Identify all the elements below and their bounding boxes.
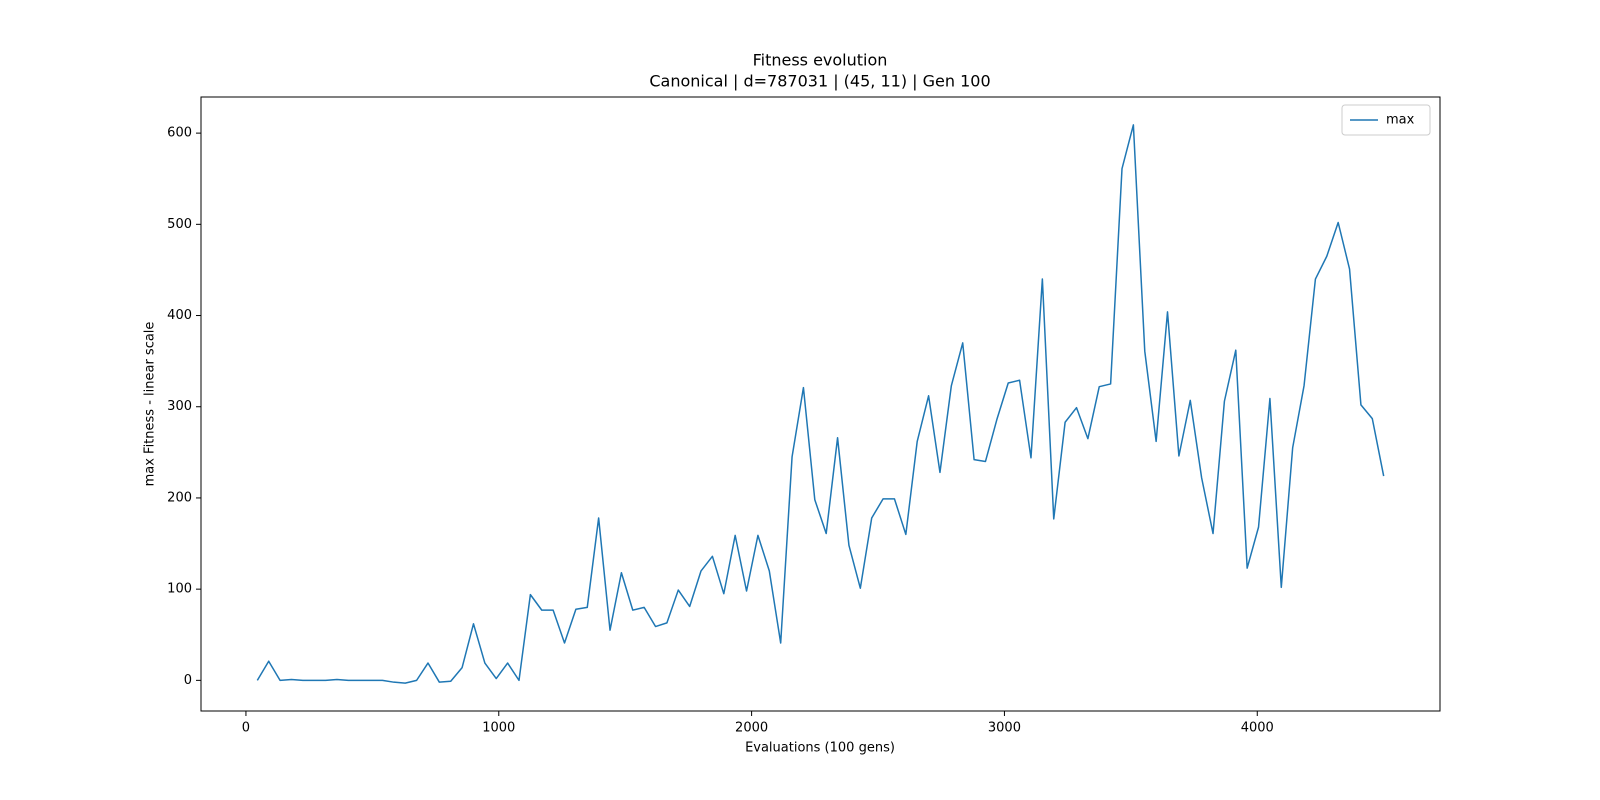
x-tick-label: 0 [242,721,250,736]
y-tick-label: 100 [167,582,192,597]
legend-box [1341,104,1431,136]
plot-frame [200,96,1441,712]
chart-subtitle: Canonical | d=787031 | (45, 11) | Gen 10… [649,72,990,91]
x-tick-label: 4000 [1241,721,1274,736]
legend-label: max [1386,113,1415,128]
chart-title: Fitness evolution [753,51,888,70]
y-tick-label: 0 [184,673,192,688]
x-tick-label: 3000 [988,721,1021,736]
x-tick-label: 2000 [735,721,768,736]
x-tick-label: 1000 [482,721,515,736]
y-tick-label: 200 [167,490,192,505]
y-tick-label: 400 [167,308,192,323]
y-tick-label: 600 [167,126,192,141]
y-tick-label: 300 [167,399,192,414]
y-axis-label: max Fitness - linear scale [143,322,158,487]
y-tick-label: 500 [167,217,192,232]
data-line [256,124,1385,684]
x-axis-label: Evaluations (100 gens) [745,741,895,756]
